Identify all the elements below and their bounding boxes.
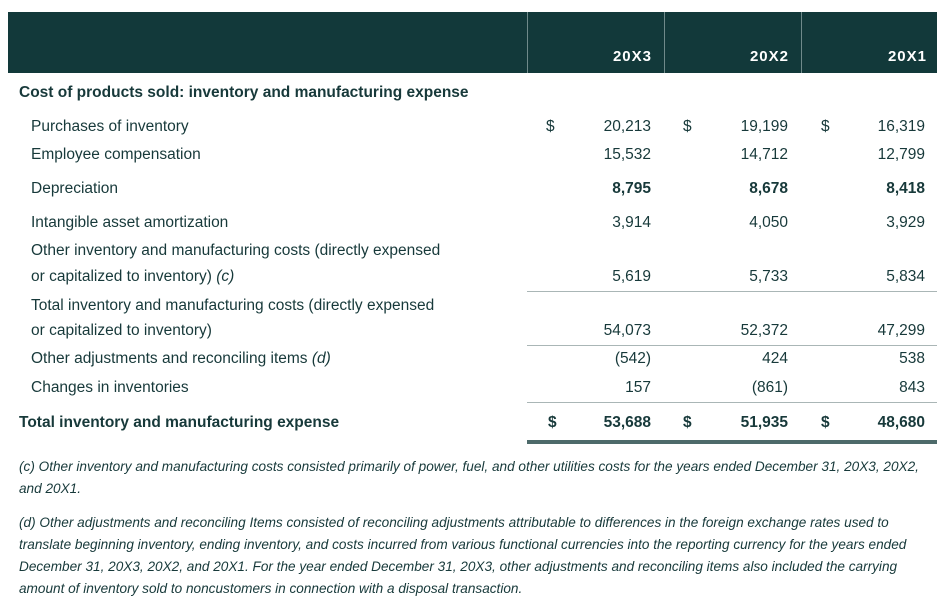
row-value: 5,733 [749, 268, 788, 285]
row-value: 5,619 [612, 268, 651, 285]
currency-symbol: $ [821, 414, 830, 431]
row-value: (542) [614, 350, 651, 367]
year-header-20x3: 20X3 [612, 48, 652, 65]
row-value: 52,372 [740, 322, 788, 339]
row-value: 3,914 [612, 214, 651, 231]
currency-symbol: $ [546, 118, 555, 135]
row-value: 19,199 [740, 118, 788, 135]
row-value: 4,050 [749, 214, 788, 231]
section-title: Cost of products sold: inventory and man… [19, 84, 469, 101]
row-value: 16,319 [877, 118, 925, 135]
row-label: Intangible asset amortization [31, 214, 229, 231]
row-value: 12,799 [877, 146, 925, 163]
total-value-20x2: 51,935 [740, 414, 788, 431]
row-value: 14,712 [740, 146, 788, 163]
row-value: 3,929 [886, 214, 925, 231]
currency-symbol: $ [683, 118, 692, 135]
column-divider [664, 12, 665, 73]
divider [527, 345, 937, 346]
row-label-continued: or capitalized to inventory) (c) [31, 268, 234, 286]
total-value-20x3: 53,688 [603, 414, 651, 431]
footnote-ref: (c) [216, 268, 235, 285]
row-value: (861) [751, 379, 788, 396]
currency-symbol: $ [548, 414, 557, 431]
row-value: 424 [762, 350, 788, 367]
row-value: 8,795 [612, 180, 651, 197]
row-label-text: Other adjustments and reconciling items [31, 350, 308, 367]
row-label: Other adjustments and reconciling items … [31, 350, 331, 368]
total-label: Total inventory and manufacturing expens… [19, 414, 340, 431]
row-value: 157 [625, 379, 651, 396]
year-header-20x2: 20X2 [749, 48, 789, 65]
row-label: Other inventory and manufacturing costs … [31, 242, 441, 259]
row-value: 8,418 [886, 180, 925, 197]
divider [527, 291, 937, 292]
row-label-line2: or capitalized to inventory) [31, 322, 212, 339]
double-underline [527, 440, 937, 444]
year-header-20x1: 20X1 [887, 48, 927, 65]
row-label: Employee compensation [31, 146, 201, 163]
row-value: 54,073 [603, 322, 651, 339]
row-value: 5,834 [886, 268, 925, 285]
footnote-ref: (d) [311, 350, 331, 367]
row-value: 15,532 [603, 146, 651, 163]
row-label-continued: or capitalized to inventory) [31, 322, 212, 340]
column-divider [801, 12, 802, 73]
total-value-20x1: 48,680 [877, 414, 925, 431]
column-divider [527, 12, 528, 73]
row-value: 20,213 [603, 118, 651, 135]
row-label: Purchases of inventory [31, 118, 189, 135]
row-value: 843 [899, 379, 925, 396]
footnote-d: (d) Other adjustments and reconciling It… [19, 515, 907, 596]
footnote-c: (c) Other inventory and manufacturing co… [19, 459, 919, 496]
divider [527, 402, 937, 403]
row-value: 8,678 [749, 180, 788, 197]
row-label-line2: or capitalized to inventory) [31, 268, 212, 285]
row-label: Changes in inventories [31, 379, 189, 396]
row-label: Depreciation [31, 180, 119, 197]
currency-symbol: $ [683, 414, 692, 431]
currency-symbol: $ [821, 118, 830, 135]
row-label: Total inventory and manufacturing costs … [31, 297, 435, 314]
row-value: 538 [899, 350, 925, 367]
table-header: 20X3 20X2 20X1 [8, 12, 937, 73]
row-value: 47,299 [877, 322, 925, 339]
